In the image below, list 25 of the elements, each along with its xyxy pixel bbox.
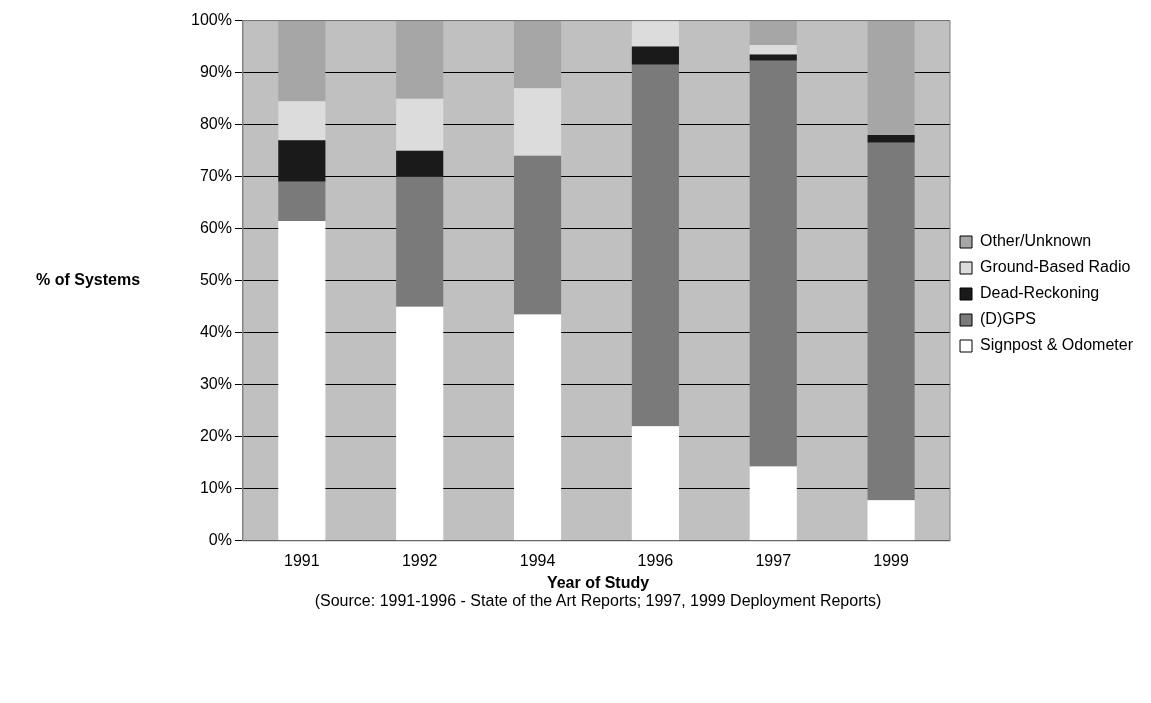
y-tick-label: 60% [199,219,232,237]
x-tick-label: 1996 [637,551,674,569]
y-tick-label: 90% [199,63,232,81]
y-tick-label: 40% [199,323,232,341]
x-tick-label: 1994 [519,551,556,569]
y-tick-label: 30% [199,375,232,393]
legend-label: (D)GPS [980,310,1037,328]
y-tick-label: 20% [199,427,232,445]
text: (Source: 1991-1996 - State of the Art Reports; 1997, 1999 Deployment Reports) [313,592,883,610]
x-tick-label: 1997 [755,551,792,569]
y-tick-label: 0% [208,531,232,549]
x-axis-title: Year of Study [545,574,651,592]
legend-label: Ground-Based Radio [980,258,1131,276]
legend-label: Other/Unknown [980,232,1092,250]
y-tick-label: 70% [199,167,232,185]
y-axis-title: % of Systems [35,271,141,289]
y-tick-label: 10% [199,479,232,497]
y-tick-label: 100% [191,11,232,29]
y-tick-label: 50% [199,271,232,289]
legend-label: Dead-Reckoning [980,284,1100,302]
x-tick-label: 1999 [873,551,909,569]
y-tick-label: 80% [199,115,232,133]
x-tick-label: 1992 [401,551,438,569]
legend-label: Signpost & Odometer [980,336,1134,354]
x-tick-label: 1991 [284,551,320,569]
